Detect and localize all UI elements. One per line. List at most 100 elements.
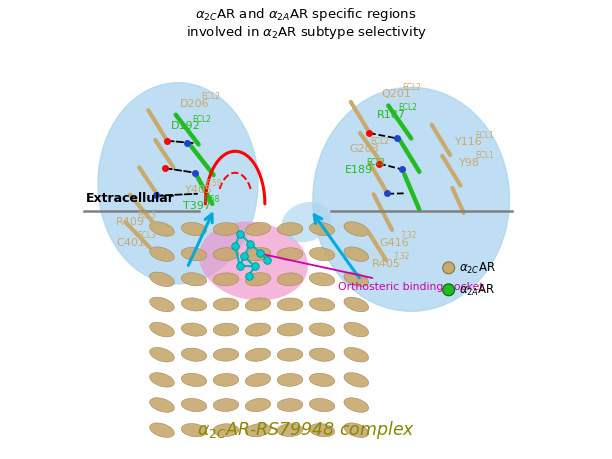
Ellipse shape [213, 348, 239, 361]
Ellipse shape [245, 223, 271, 236]
Text: ECL1: ECL1 [475, 151, 494, 160]
Text: ECL2: ECL2 [370, 137, 389, 146]
Ellipse shape [282, 202, 330, 243]
Ellipse shape [309, 273, 335, 286]
Text: ECL3: ECL3 [137, 210, 156, 219]
Ellipse shape [181, 398, 207, 412]
Ellipse shape [181, 424, 207, 437]
Text: R409: R409 [116, 217, 145, 227]
Ellipse shape [277, 223, 303, 236]
Text: ECL1: ECL1 [476, 130, 494, 140]
Text: ECL2: ECL2 [398, 103, 417, 112]
Text: 6.58: 6.58 [204, 194, 220, 203]
Ellipse shape [344, 323, 368, 337]
Text: G203: G203 [349, 144, 379, 154]
Ellipse shape [344, 398, 368, 412]
Ellipse shape [150, 323, 174, 337]
Text: ECL3: ECL3 [137, 231, 156, 240]
Text: 7.32: 7.32 [400, 231, 417, 240]
Ellipse shape [199, 222, 308, 301]
Ellipse shape [245, 323, 271, 336]
Circle shape [442, 263, 455, 274]
Ellipse shape [277, 424, 303, 437]
Ellipse shape [344, 222, 368, 237]
Ellipse shape [213, 399, 239, 412]
Ellipse shape [213, 298, 239, 311]
Ellipse shape [277, 324, 303, 336]
Text: ECL2: ECL2 [403, 83, 421, 91]
Ellipse shape [344, 423, 368, 437]
Text: G416: G416 [379, 237, 409, 247]
Ellipse shape [150, 222, 174, 237]
Ellipse shape [309, 348, 335, 362]
Text: $\alpha_{2C}$AR and $\alpha_{2A}$AR specific regions: $\alpha_{2C}$AR and $\alpha_{2A}$AR spec… [195, 6, 417, 23]
Text: Y116: Y116 [455, 137, 482, 147]
Text: 7.32: 7.32 [394, 251, 409, 260]
Ellipse shape [181, 248, 207, 261]
Ellipse shape [213, 223, 239, 236]
Ellipse shape [181, 273, 207, 286]
Ellipse shape [150, 247, 174, 262]
Ellipse shape [245, 374, 271, 386]
Ellipse shape [309, 223, 335, 236]
Ellipse shape [309, 374, 335, 386]
Text: Extracellular: Extracellular [86, 191, 174, 204]
Ellipse shape [213, 248, 239, 261]
Ellipse shape [309, 398, 335, 412]
Ellipse shape [181, 374, 207, 386]
Ellipse shape [213, 324, 239, 336]
Text: E189: E189 [345, 164, 373, 174]
Ellipse shape [277, 248, 303, 261]
Circle shape [442, 284, 455, 296]
Ellipse shape [309, 248, 335, 261]
Ellipse shape [181, 323, 207, 336]
Ellipse shape [150, 297, 174, 312]
Ellipse shape [181, 223, 207, 236]
Text: Q201: Q201 [381, 89, 411, 99]
Ellipse shape [245, 398, 271, 412]
Ellipse shape [98, 84, 258, 284]
Text: R405: R405 [372, 258, 401, 268]
Ellipse shape [213, 374, 239, 386]
Text: T397: T397 [182, 201, 211, 211]
Ellipse shape [277, 348, 303, 361]
Ellipse shape [344, 297, 368, 312]
Text: 6.58: 6.58 [206, 178, 222, 187]
Ellipse shape [245, 248, 271, 261]
Ellipse shape [344, 273, 368, 287]
Ellipse shape [150, 398, 174, 412]
Ellipse shape [344, 247, 368, 262]
Ellipse shape [344, 373, 368, 387]
Ellipse shape [309, 424, 335, 437]
Text: Y405: Y405 [185, 185, 213, 195]
Ellipse shape [277, 399, 303, 412]
Text: $\alpha_{2C}$AR: $\alpha_{2C}$AR [459, 261, 496, 276]
Text: R187: R187 [377, 110, 406, 120]
Ellipse shape [344, 348, 368, 362]
Text: ECL2: ECL2 [192, 114, 211, 123]
Ellipse shape [150, 348, 174, 362]
Text: ECL2: ECL2 [366, 158, 385, 167]
Ellipse shape [213, 424, 239, 437]
Ellipse shape [277, 273, 303, 286]
Text: involved in $\alpha_2$AR subtype selectivity: involved in $\alpha_2$AR subtype selecti… [185, 24, 427, 41]
Ellipse shape [245, 424, 271, 437]
Ellipse shape [150, 373, 174, 387]
Ellipse shape [150, 273, 174, 287]
Ellipse shape [245, 298, 271, 311]
Text: ECL2: ECL2 [201, 92, 220, 101]
Ellipse shape [181, 348, 207, 362]
Ellipse shape [277, 374, 303, 386]
Ellipse shape [150, 423, 174, 437]
Ellipse shape [245, 273, 271, 286]
Text: D192: D192 [171, 121, 201, 131]
Ellipse shape [181, 298, 207, 311]
Ellipse shape [245, 348, 271, 362]
Text: $\alpha_{2C}$AR-RS79948 complex: $\alpha_{2C}$AR-RS79948 complex [197, 418, 415, 440]
Ellipse shape [313, 88, 509, 312]
Text: Orthosteric binding pocket: Orthosteric binding pocket [265, 255, 483, 292]
Ellipse shape [213, 273, 239, 286]
Ellipse shape [309, 298, 335, 311]
Text: C401: C401 [116, 237, 145, 247]
Text: D206: D206 [181, 98, 210, 108]
